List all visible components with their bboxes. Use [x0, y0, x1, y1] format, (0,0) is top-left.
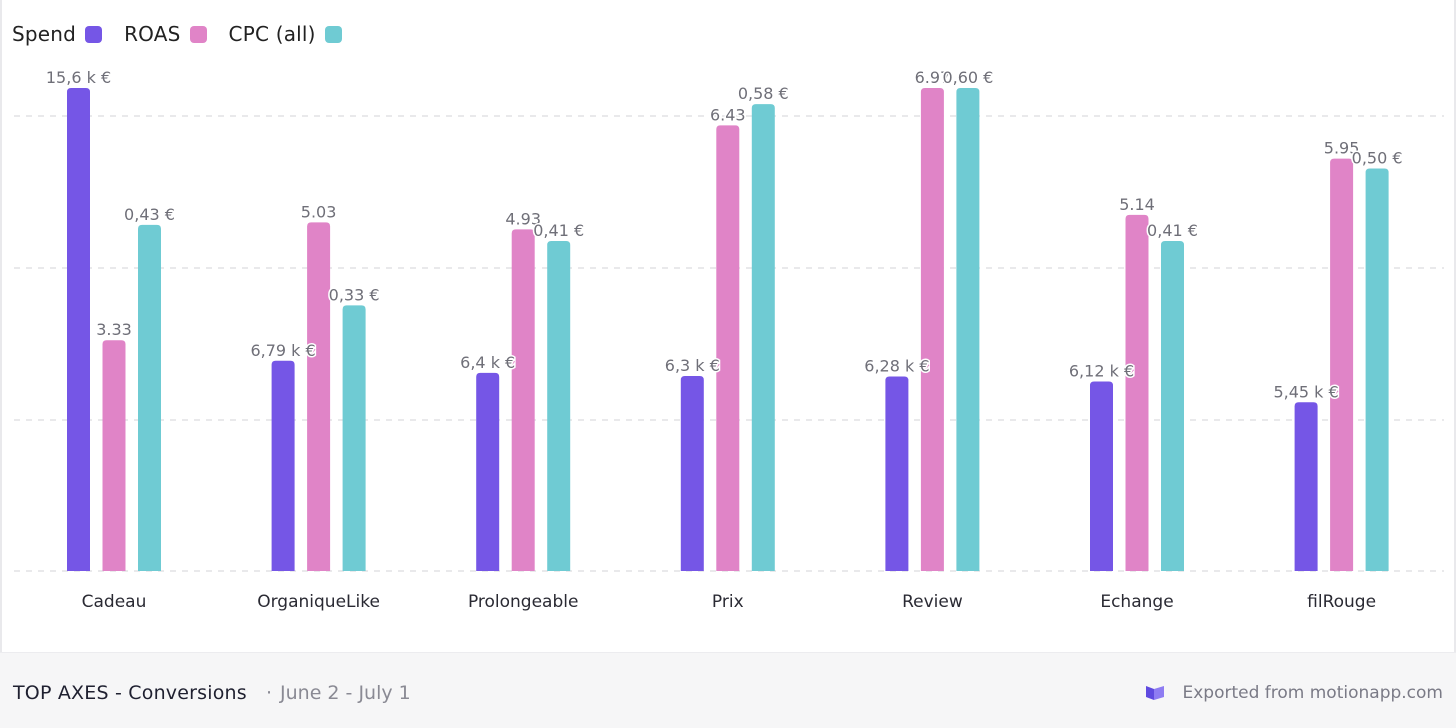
bar-spend-echange: [1090, 381, 1113, 571]
x-tick-label: Prolongeable: [468, 592, 579, 612]
data-label: 5.03: [301, 202, 337, 221]
bar-cpc-all-review: [956, 88, 980, 571]
legend-label-spend: Spend: [12, 22, 77, 46]
chart-footer: [0, 652, 1456, 728]
data-label: 0,33 €: [329, 285, 380, 304]
bar-spend-review: [885, 376, 909, 571]
legend-label-roas: ROAS: [124, 22, 181, 46]
legend-swatch-cpc: [324, 25, 342, 43]
x-tick-label: filRouge: [1307, 592, 1376, 612]
x-tick-label: OrganiqueLike: [257, 592, 380, 612]
motion-logo-icon: [1146, 686, 1165, 700]
bar-chart: Cadeau OrganiqueLike Prolongeable Prix Revie…: [14, 67, 1444, 612]
data-label: 5.14: [1119, 195, 1155, 214]
data-label: 6,4 k €: [460, 353, 515, 372]
bar-cpc-all-organiquelike: [342, 305, 366, 571]
bar-roas-filrouge: [1330, 158, 1354, 571]
data-label: 15,6 k €: [46, 68, 111, 87]
bar-roas-prix: [716, 125, 740, 571]
data-label: 0,41 €: [1147, 221, 1198, 240]
bar-roas-prolongeable: [511, 229, 535, 572]
data-label: 6,79 k €: [250, 341, 315, 360]
data-label: 0,58 €: [738, 84, 789, 103]
bar-cpc-all-prolongeable: [547, 240, 571, 571]
data-label: 6,12 k €: [1069, 362, 1134, 381]
x-tick-label: Cadeau: [82, 592, 147, 612]
data-label: 3.33: [96, 320, 132, 339]
data-label: 0,43 €: [124, 205, 175, 224]
data-label: 6.97: [915, 68, 951, 87]
legend-label-cpc: CPC (all): [228, 22, 316, 46]
legend-swatch-spend: [85, 25, 103, 43]
x-tick-label: Prix: [712, 592, 744, 612]
x-tick-label: Review: [902, 592, 963, 612]
x-tick-label: Echange: [1100, 592, 1173, 612]
data-label: 6,3 k €: [665, 356, 720, 375]
data-label: 6,28 k €: [864, 357, 929, 376]
data-label: 0,50 €: [1352, 149, 1403, 168]
legend-item-roas[interactable]: ROAS: [124, 22, 207, 46]
bar-roas-review: [920, 88, 944, 571]
bar-spend-prolongeable: [476, 372, 500, 571]
bar-spend-organiquelike: [271, 360, 295, 571]
export-credit[interactable]: Exported from motionapp.com: [1144, 683, 1443, 703]
bar-spend-filrouge: [1294, 402, 1318, 571]
bar-cpc-all-echange: [1161, 240, 1184, 571]
data-label: 0,41 €: [533, 221, 584, 240]
export-text: Exported from motionapp.com: [1182, 683, 1443, 703]
bar-cpc-all-prix: [751, 104, 775, 571]
data-label: 0,60 €: [942, 68, 993, 87]
data-label: 5.95: [1324, 139, 1360, 158]
bar-roas-cadeau: [102, 340, 126, 571]
data-label: 6.43: [710, 105, 746, 124]
chart-legend: Spend ROAS CPC (all): [12, 20, 364, 48]
legend-item-cpc[interactable]: CPC (all): [229, 22, 342, 46]
bar-roas-organiquelike: [307, 222, 331, 571]
footer-date-range: June 2 - July 1: [280, 682, 411, 704]
bar-spend-prix: [680, 375, 704, 571]
footer-separator: ·: [266, 682, 273, 704]
data-label: 4.93: [505, 209, 541, 228]
legend-item-spend[interactable]: Spend: [12, 22, 103, 46]
bar-spend-cadeau: [67, 88, 90, 571]
footer-title: TOP AXES - Conversions: [13, 682, 247, 704]
legend-swatch-roas: [189, 25, 207, 43]
data-label: 5,45 k €: [1273, 382, 1338, 401]
bar-cpc-all-filrouge: [1365, 168, 1389, 571]
bar-roas-echange: [1125, 214, 1149, 572]
bar-cpc-all-cadeau: [138, 224, 161, 571]
